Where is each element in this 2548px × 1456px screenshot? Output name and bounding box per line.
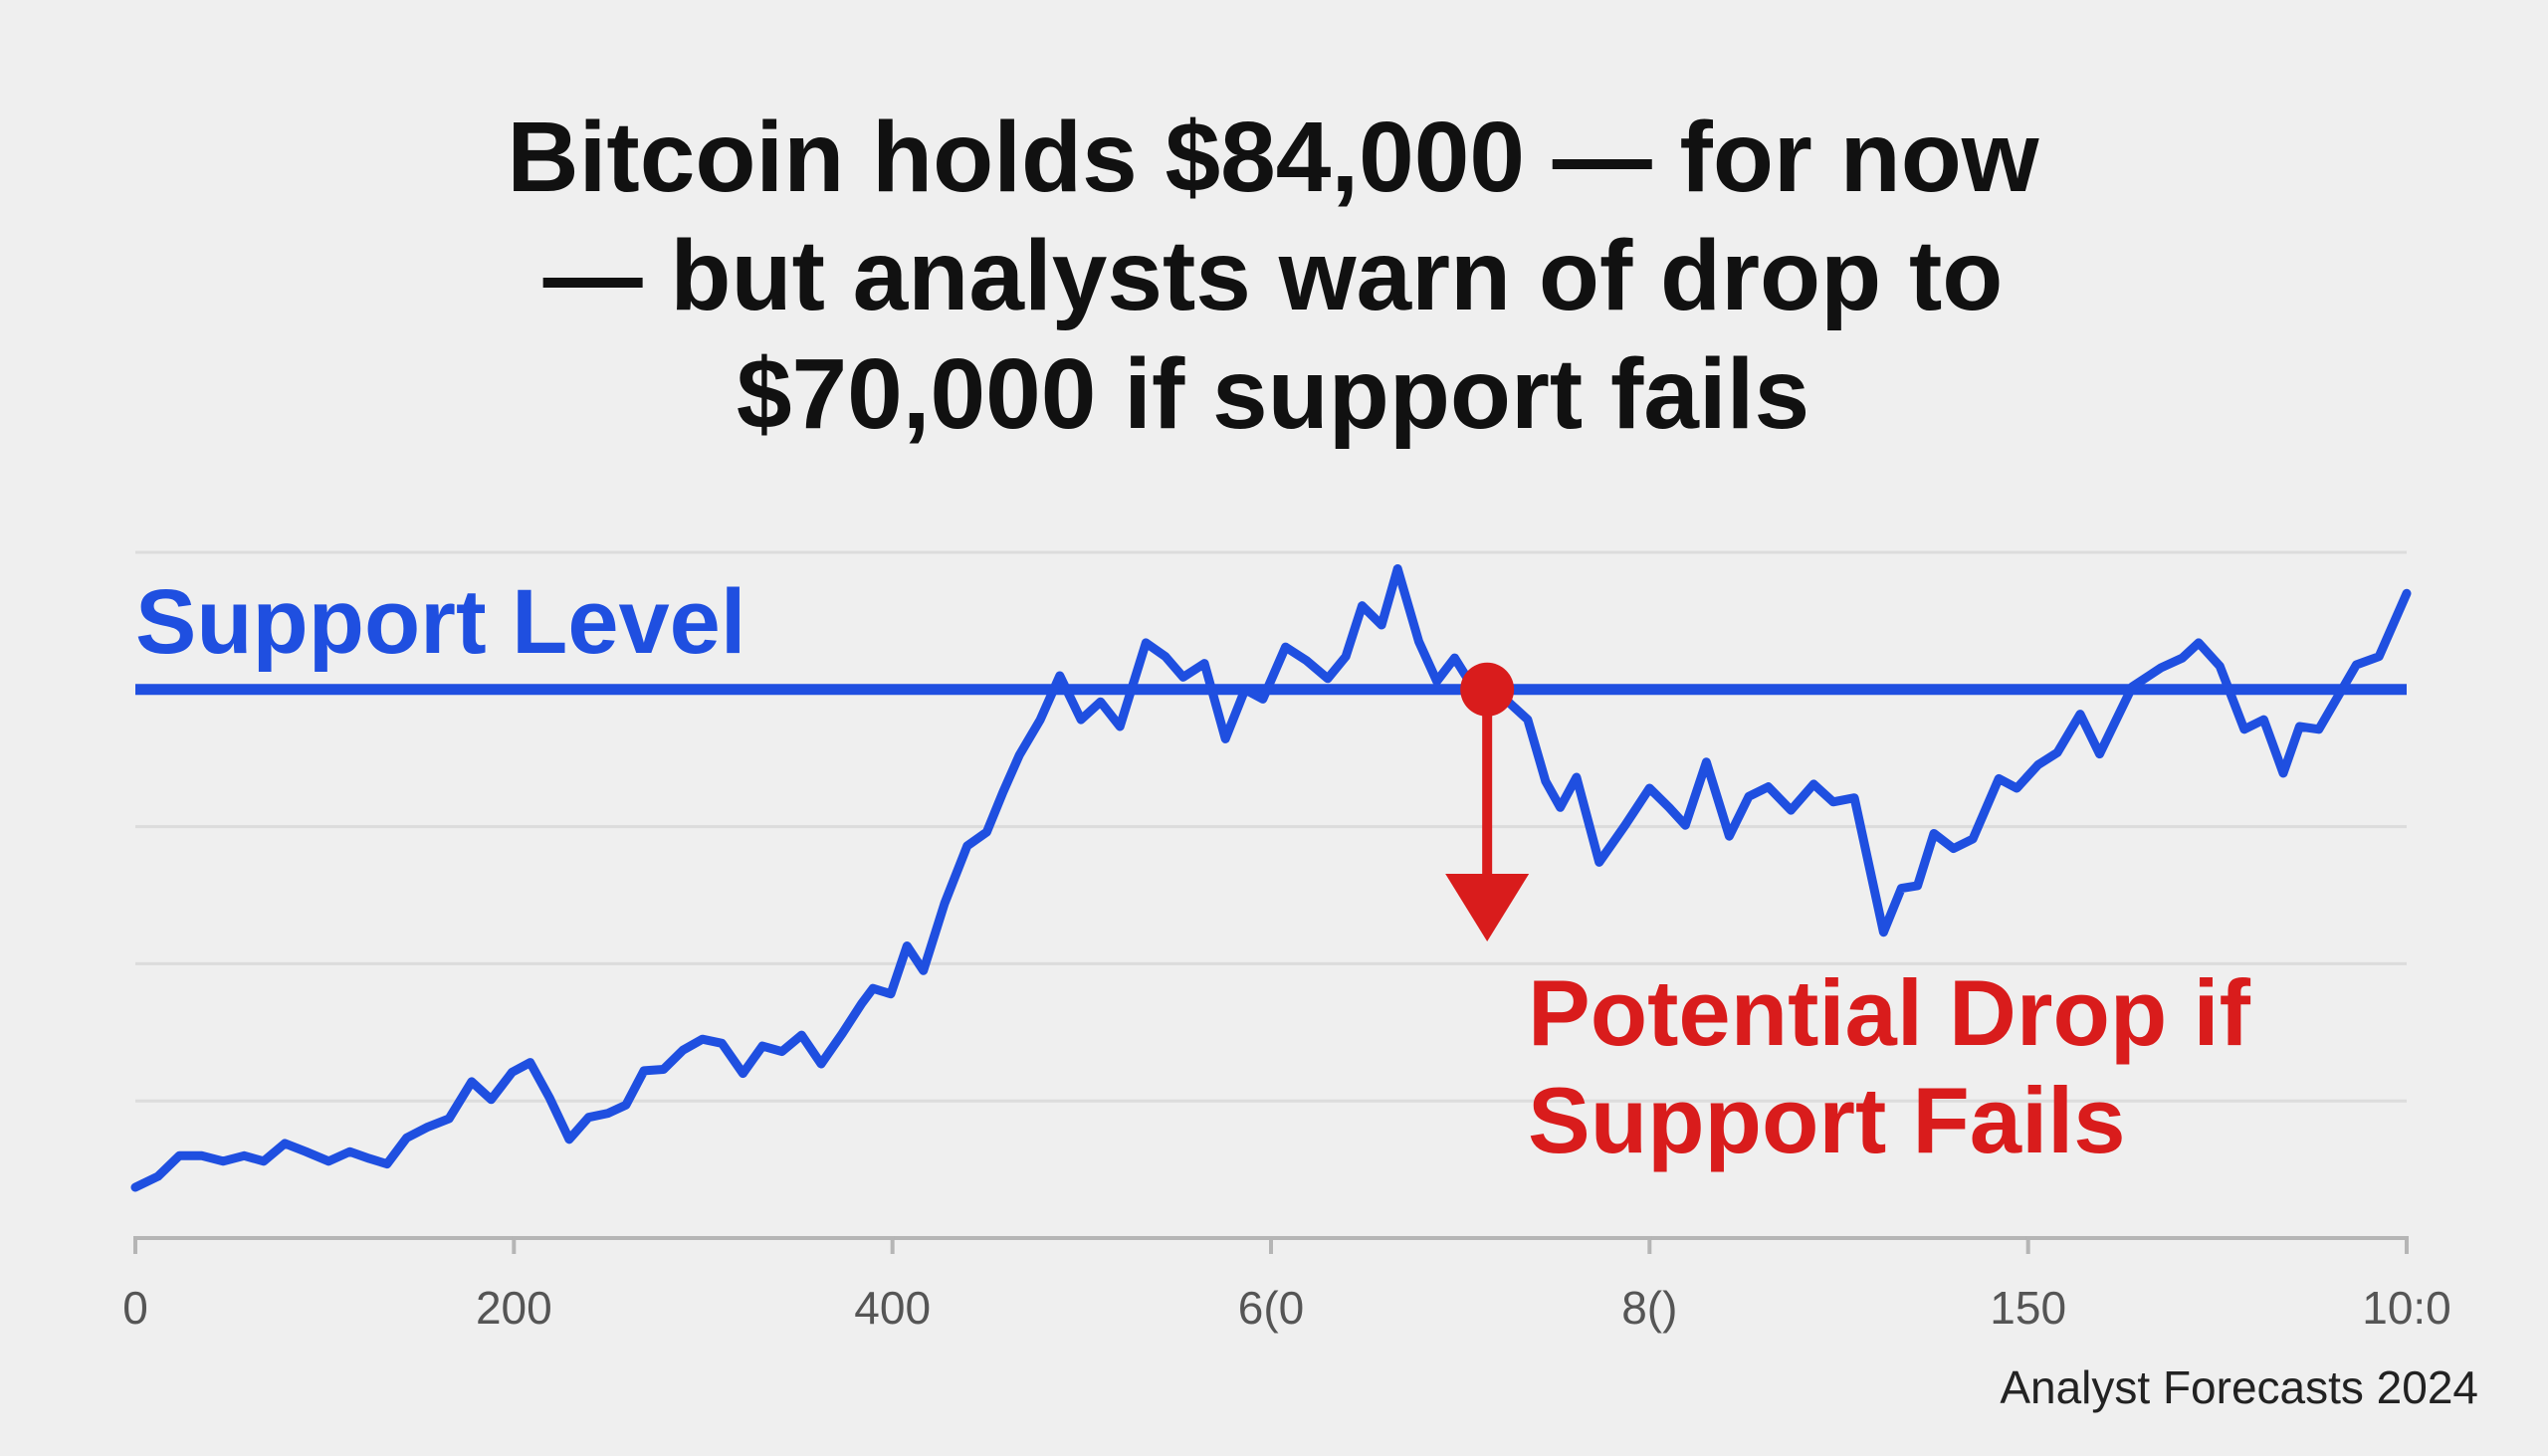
chart-title: — but analysts warn of drop to bbox=[543, 220, 2004, 331]
source-note: Analyst Forecasts 2024 bbox=[2000, 1361, 2478, 1413]
price-line bbox=[130, 564, 2412, 1192]
drop-arrow-head bbox=[1445, 874, 1530, 941]
x-tick-label: 8() bbox=[1621, 1282, 1677, 1334]
annotation-text: Potential Drop if bbox=[1528, 960, 2251, 1065]
x-tick-label: 200 bbox=[476, 1282, 552, 1334]
chart-title: Bitcoin holds $84,000 — for now bbox=[507, 102, 2038, 213]
x-tick-label: 150 bbox=[1990, 1282, 2066, 1334]
x-tick-label: 6(0 bbox=[1238, 1282, 1304, 1334]
chart-title: $70,000 if support fails bbox=[737, 338, 1809, 450]
annotation-text: Support Fails bbox=[1528, 1068, 2126, 1172]
support-label: Support Level bbox=[135, 571, 745, 673]
x-tick-label: 0 bbox=[122, 1282, 148, 1334]
breakdown-marker bbox=[1460, 662, 1515, 717]
x-tick-label: 400 bbox=[854, 1282, 931, 1334]
x-tick-label: 10:0 bbox=[2362, 1282, 2451, 1334]
